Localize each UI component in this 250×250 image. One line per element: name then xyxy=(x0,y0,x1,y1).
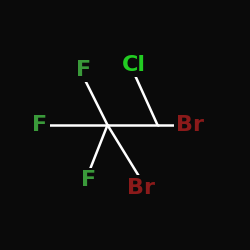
Text: Br: Br xyxy=(127,178,155,198)
Text: F: F xyxy=(32,115,48,135)
Text: F: F xyxy=(76,60,91,80)
Text: Cl: Cl xyxy=(122,55,146,75)
Text: F: F xyxy=(81,170,96,190)
Text: Br: Br xyxy=(176,115,204,135)
